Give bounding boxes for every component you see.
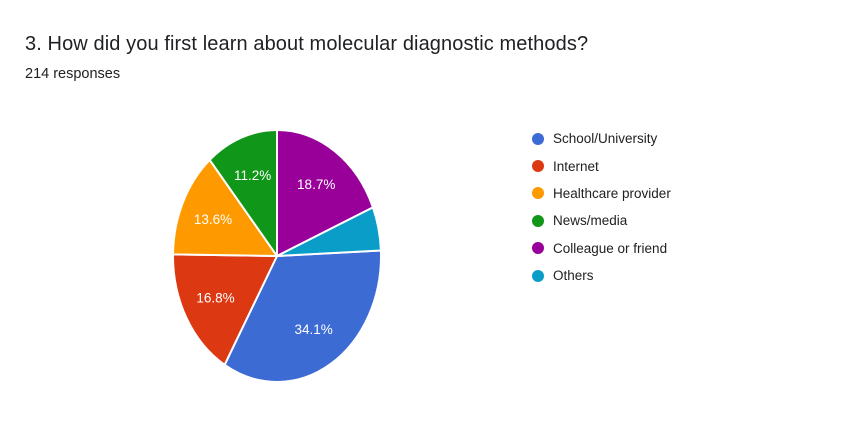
legend-item-label: Healthcare provider: [553, 185, 671, 201]
legend-item-internet: Internet: [532, 152, 671, 179]
pie-slice-school-university[interactable]: [223, 249, 382, 383]
pie-percent-label-news-media: 11.2%: [234, 168, 271, 183]
legend-dot-icon: [532, 242, 544, 255]
pie-percent-label-colleague-or-friend: 18.7%: [297, 177, 335, 192]
legend-item-school-university: School/University: [532, 125, 671, 152]
pie-percent-label-internet: 16.8%: [196, 291, 234, 306]
legend-item-label: Internet: [553, 158, 599, 174]
legend-item-label: School/University: [553, 131, 658, 147]
pie-percent-label-healthcare-provider: 13.6%: [194, 212, 232, 227]
legend-item-healthcare-provider: Healthcare provider: [532, 180, 671, 207]
legend-dot-icon: [532, 160, 544, 173]
legend-dot-icon: [532, 214, 544, 227]
pie-percent-label-school-university: 34.1%: [294, 322, 332, 337]
pie-slice-healthcare-provider[interactable]: [172, 158, 278, 257]
pie-slice-others[interactable]: [276, 206, 382, 257]
legend-item-colleague-or-friend: Colleague or friend: [532, 235, 671, 262]
pie-slice-internet[interactable]: [172, 253, 278, 366]
legend-item-label: News/media: [553, 213, 628, 229]
legend-dot-icon: [532, 187, 544, 200]
legend-item-label: Colleague or friend: [553, 240, 668, 256]
pie-slice-colleague-or-friend[interactable]: [276, 129, 374, 257]
legend-dot-icon: [532, 132, 544, 145]
pie-slice-news-media[interactable]: [208, 129, 278, 257]
legend-item-others: Others: [532, 262, 671, 289]
legend-item-news-media: News/media: [532, 207, 671, 234]
response-count: 214 responses: [25, 66, 121, 82]
legend-item-label: Others: [553, 268, 594, 284]
question-title: 3. How did you first learn about molecul…: [25, 33, 589, 55]
legend-dot-icon: [532, 269, 544, 282]
legend: School/University Internet Healthcare prov…: [532, 125, 671, 289]
